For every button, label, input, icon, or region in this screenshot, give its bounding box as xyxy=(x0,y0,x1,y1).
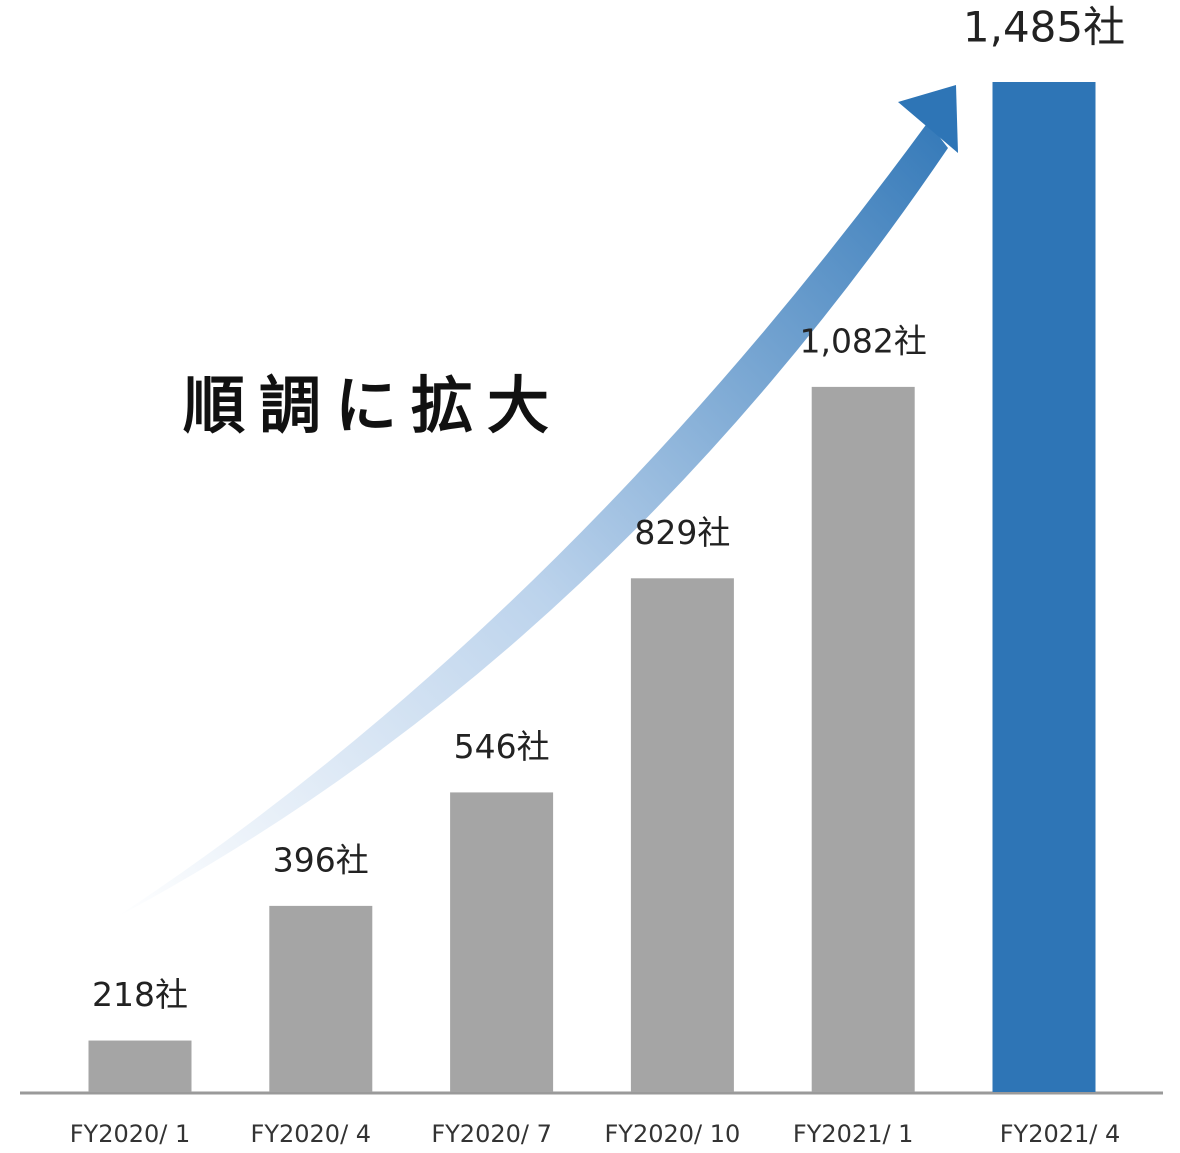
annotation: 順調に拡大 xyxy=(183,369,563,442)
value-label: 1,485社 xyxy=(963,3,1125,52)
x-tick-label: FY2020/ 4 xyxy=(251,1120,372,1148)
x-tick-label: FY2021/ 4 xyxy=(1000,1120,1121,1148)
x-tick-label: FY2020/ 7 xyxy=(431,1120,552,1148)
x-tick-label: FY2020/ 1 xyxy=(70,1120,191,1148)
bar xyxy=(269,905,373,1092)
value-label: 218社 xyxy=(92,975,188,1014)
value-label: 546社 xyxy=(454,727,550,766)
value-label: 396社 xyxy=(273,840,369,879)
growth-arrow xyxy=(115,85,958,918)
bar xyxy=(811,386,915,1093)
value-label: 829社 xyxy=(634,513,730,552)
bar xyxy=(88,1040,192,1092)
value-label: 1,082社 xyxy=(799,321,926,360)
bar xyxy=(630,578,734,1092)
x-tick-label: FY2021/ 1 xyxy=(793,1120,914,1148)
x-tick-label: FY2020/ 10 xyxy=(605,1120,741,1148)
bar xyxy=(450,792,554,1092)
bar xyxy=(992,82,1096,1092)
